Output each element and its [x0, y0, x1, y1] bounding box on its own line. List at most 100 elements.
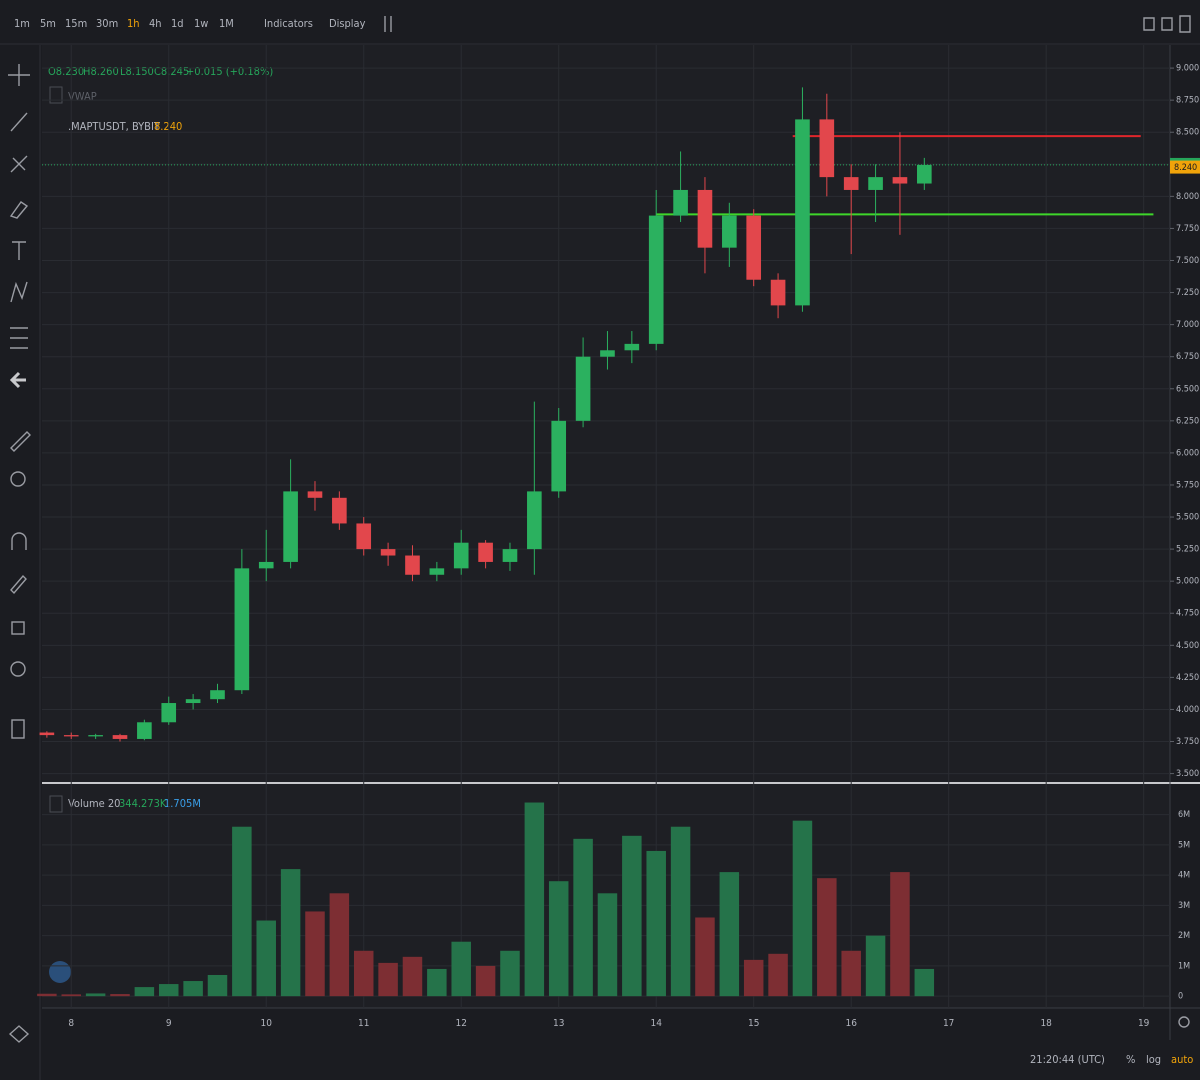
interval-button[interactable]: 1d [171, 17, 184, 30]
volume-bar [134, 987, 155, 997]
volume-bar [817, 878, 837, 997]
indicators-button[interactable]: Indicators [264, 17, 313, 30]
candle-body [332, 497, 347, 524]
back-tool[interactable] [9, 371, 26, 389]
ohlc-change: +0.015 (+0.18%) [186, 65, 273, 78]
candle-body [746, 215, 762, 280]
volume-tick-label: 4M [1178, 871, 1190, 881]
logo [49, 961, 71, 983]
candle-body [527, 491, 542, 550]
interval-button[interactable]: 1m [14, 17, 30, 30]
chart-type-icon[interactable] [384, 16, 392, 32]
y-tick-label: 4.750 [1176, 609, 1199, 619]
auto-toggle[interactable]: auto [1171, 1053, 1193, 1066]
candle-body [210, 690, 225, 700]
x-tick-label: 10 [261, 1018, 273, 1029]
volume-bar [719, 872, 740, 997]
log-toggle[interactable]: log [1146, 1053, 1161, 1066]
percent-toggle[interactable]: % [1126, 1053, 1135, 1066]
fib-tool[interactable] [10, 155, 28, 173]
y-tick-label: 7.250 [1176, 288, 1199, 298]
y-tick-label: 4.250 [1176, 673, 1199, 683]
interval-button[interactable]: 4h [149, 17, 162, 30]
lock-draw-tool[interactable] [10, 574, 27, 595]
volume-tick-label: 1M [1178, 961, 1190, 971]
interval-button[interactable]: 1w [194, 17, 208, 30]
crosshair-tool[interactable] [8, 64, 30, 86]
volume-bar [158, 984, 179, 997]
ohlc-high: H8.260 [83, 65, 119, 78]
price-tag [1170, 160, 1200, 174]
volume-bar [451, 941, 471, 997]
y-tick-label: 5.250 [1176, 545, 1199, 555]
candle-body [551, 420, 567, 492]
volume-bar [475, 965, 496, 997]
top-right-icons[interactable] [1143, 15, 1191, 33]
candle-body [892, 177, 908, 184]
x-tick-label: 8 [68, 1018, 74, 1029]
clock: 21:20:44 (UTC) [1030, 1053, 1105, 1066]
volume-bar [329, 893, 350, 997]
brush-tool[interactable] [9, 201, 29, 219]
pattern-tool[interactable] [10, 281, 28, 303]
symbol-name: .MAPTUSDT, BYBIT [68, 120, 161, 133]
candle-body [307, 491, 323, 498]
volume-bar [768, 953, 788, 997]
candle-body [819, 119, 835, 178]
volume-bar [792, 820, 813, 997]
y-tick-label: 6.000 [1176, 448, 1199, 458]
display-button[interactable]: Display [329, 17, 366, 30]
volume-bar [597, 893, 618, 997]
y-tick-label: 8.750 [1176, 96, 1199, 106]
settings-icon[interactable] [1178, 1016, 1190, 1028]
collapse-button[interactable] [49, 86, 63, 104]
y-tick-label: 7.500 [1176, 256, 1199, 266]
volume-bar [110, 994, 130, 997]
text-tool[interactable] [12, 241, 26, 260]
volume-bar [85, 993, 106, 997]
candle-body [63, 735, 79, 737]
volume-tick-label: 0 [1178, 992, 1183, 1002]
layers-tool[interactable] [8, 1025, 30, 1043]
volume-bar [646, 850, 666, 997]
interval-button[interactable]: 1h [127, 17, 140, 30]
ruler-tool[interactable] [10, 431, 31, 452]
y-tick-label: 5.750 [1176, 480, 1199, 490]
volume-bar [622, 835, 642, 997]
left-toolbar [8, 64, 31, 1043]
x-tick-label: 11 [358, 1018, 369, 1029]
volume-bar [427, 968, 447, 997]
volume-bar [573, 838, 593, 997]
volume-bar [280, 869, 301, 997]
line-tool[interactable] [10, 112, 28, 132]
visibility-tool[interactable] [10, 661, 26, 677]
interval-button[interactable]: 15m [65, 17, 87, 30]
delete-tool[interactable] [11, 719, 25, 739]
y-tick-label: 6.250 [1176, 416, 1199, 426]
interval-button[interactable]: 5m [40, 17, 56, 30]
candle-body [624, 343, 640, 351]
candle-body [502, 549, 518, 562]
candle-body [843, 177, 859, 190]
candle-body [600, 350, 615, 357]
lock-tool[interactable] [11, 621, 25, 635]
volume-tick-label: 2M [1178, 931, 1190, 941]
candle-body [405, 555, 420, 575]
volume-tick-label: 6M [1178, 810, 1190, 820]
y-tick-label: 3.750 [1176, 737, 1199, 747]
candle-body [697, 189, 713, 248]
collapse-button[interactable] [49, 795, 63, 813]
measure-tool[interactable] [10, 327, 28, 349]
y-tick-label: 7.000 [1176, 320, 1199, 330]
volume-ma: 1.705M [164, 797, 201, 810]
interval-button[interactable]: 1M [219, 17, 234, 30]
indicator-name: VWAP [68, 90, 97, 103]
zoom-tool[interactable] [10, 471, 26, 487]
candle-body [356, 523, 372, 550]
x-tick-label: 18 [1040, 1018, 1052, 1029]
magnet-tool[interactable] [11, 532, 27, 550]
interval-button[interactable]: 30m [96, 17, 118, 30]
volume-bar [256, 920, 276, 997]
